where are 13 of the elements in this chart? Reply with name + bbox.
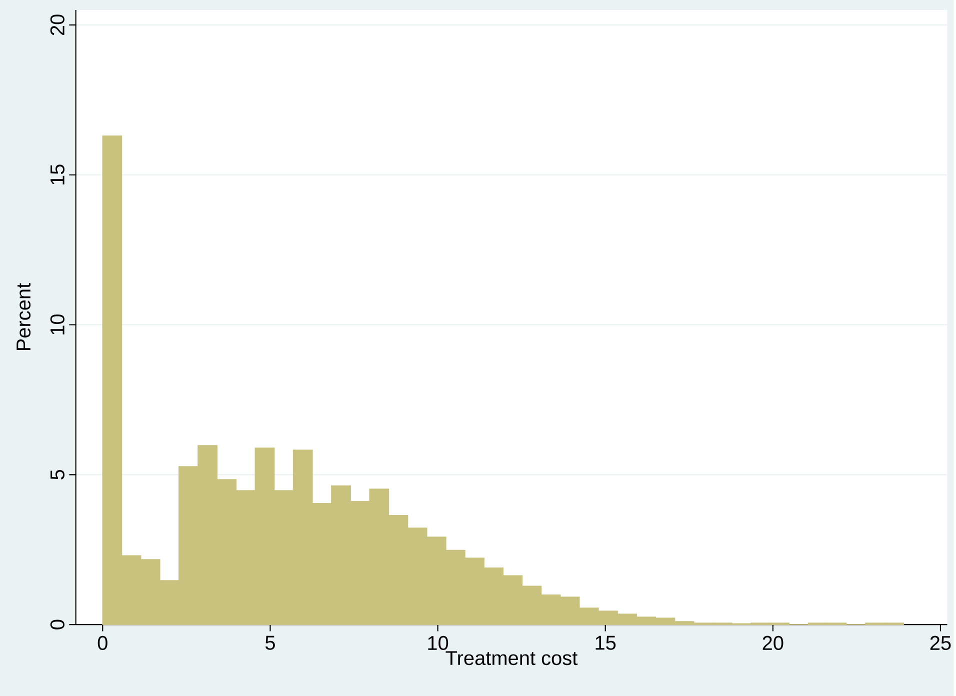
x-tick-label: 15 [596,636,616,650]
y-tick-label: 0 [50,620,64,630]
x-tick-label: 20 [762,636,784,650]
x-tick-label: 0 [98,636,108,650]
y-tick-label: 5 [50,470,64,480]
x-tick-label: 25 [930,636,951,650]
y-axis-title: Percent [16,282,31,350]
y-tick-label: 15 [50,164,64,184]
y-tick-label: 10 [50,314,64,334]
x-tick-label: 5 [265,636,275,650]
x-axis-title: Treatment cost [446,651,578,665]
x-tick-label: 10 [428,636,448,650]
y-tick-label: 20 [50,14,64,35]
